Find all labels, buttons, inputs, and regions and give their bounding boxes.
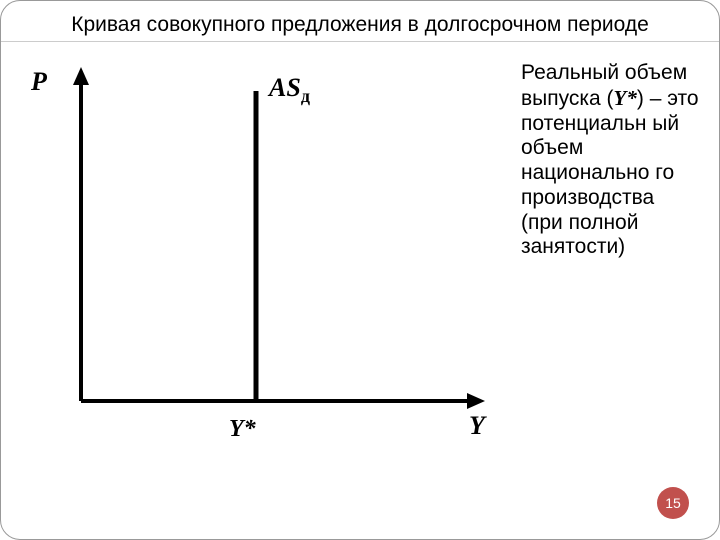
y-axis-arrow bbox=[73, 67, 89, 85]
as-curve-label: ASд bbox=[269, 73, 310, 107]
description-text: Реальный объем выпуска (Y*) – это потенц… bbox=[521, 61, 701, 260]
diagram-svg bbox=[21, 61, 501, 481]
y-axis-label: P bbox=[31, 67, 47, 97]
as-diagram: P Y ASд Y* bbox=[21, 61, 501, 481]
y-star-tick: Y* bbox=[229, 416, 256, 443]
x-axis-arrow bbox=[467, 393, 485, 409]
x-axis-label: Y bbox=[469, 411, 485, 441]
desc-part2: ) – это потенциальн ый объем национально… bbox=[521, 87, 699, 259]
page-number-badge: 15 bbox=[657, 487, 689, 519]
desc-symbol: Y* bbox=[614, 86, 637, 110]
slide-title: Кривая совокупного предложения в долгоср… bbox=[1, 13, 719, 42]
content-area: P Y ASд Y* Реальный объем выпуска (Y*) –… bbox=[1, 51, 719, 539]
